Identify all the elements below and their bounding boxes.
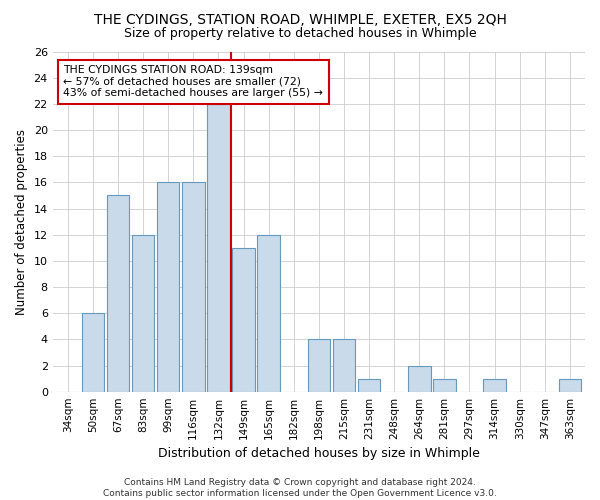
Bar <box>257 234 280 392</box>
Bar <box>358 378 380 392</box>
Text: Size of property relative to detached houses in Whimple: Size of property relative to detached ho… <box>124 28 476 40</box>
Bar <box>559 378 581 392</box>
Bar <box>82 313 104 392</box>
Bar <box>232 248 255 392</box>
Bar <box>132 234 154 392</box>
Bar <box>107 196 129 392</box>
Bar <box>408 366 431 392</box>
Text: THE CYDINGS, STATION ROAD, WHIMPLE, EXETER, EX5 2QH: THE CYDINGS, STATION ROAD, WHIMPLE, EXET… <box>94 12 506 26</box>
X-axis label: Distribution of detached houses by size in Whimple: Distribution of detached houses by size … <box>158 447 480 460</box>
Bar <box>182 182 205 392</box>
Bar <box>308 340 330 392</box>
Bar <box>332 340 355 392</box>
Bar <box>433 378 455 392</box>
Bar <box>207 104 230 392</box>
Y-axis label: Number of detached properties: Number of detached properties <box>15 128 28 314</box>
Bar <box>484 378 506 392</box>
Text: THE CYDINGS STATION ROAD: 139sqm
← 57% of detached houses are smaller (72)
43% o: THE CYDINGS STATION ROAD: 139sqm ← 57% o… <box>64 65 323 98</box>
Bar <box>157 182 179 392</box>
Text: Contains HM Land Registry data © Crown copyright and database right 2024.
Contai: Contains HM Land Registry data © Crown c… <box>103 478 497 498</box>
